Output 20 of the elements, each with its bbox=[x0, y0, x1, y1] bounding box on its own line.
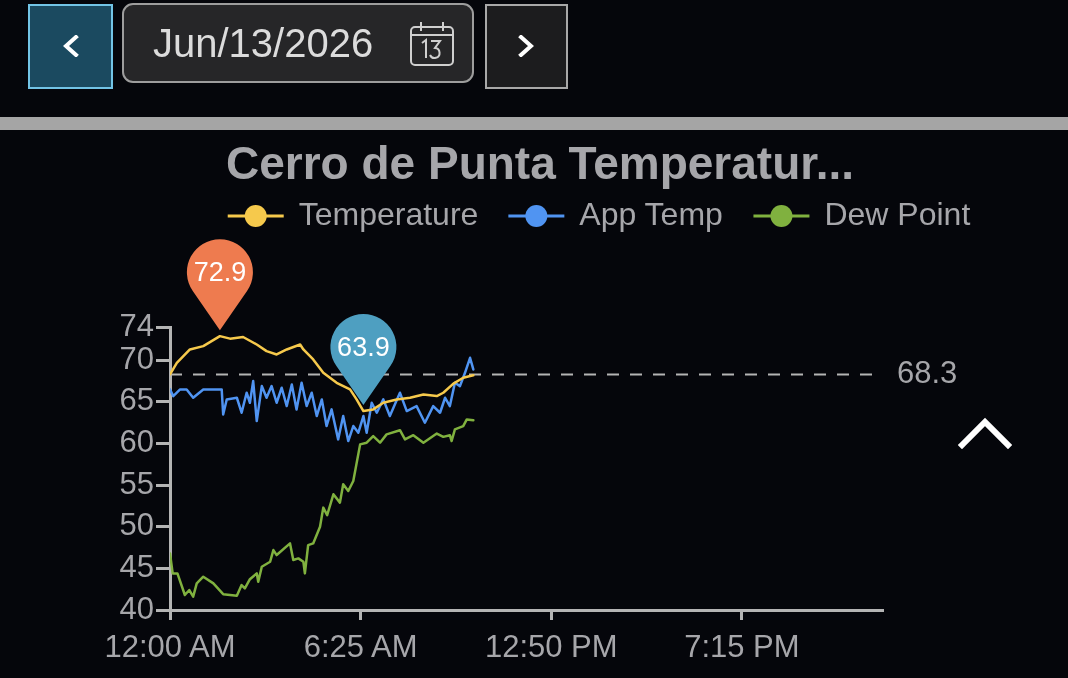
annotation: 63.9 bbox=[337, 331, 390, 362]
legend-label: App Temp bbox=[579, 195, 723, 232]
y-tick-label: 65 bbox=[119, 382, 154, 418]
y-tick-label: 40 bbox=[119, 590, 154, 626]
y-tick-label: 45 bbox=[119, 548, 154, 584]
y-tick-label: 50 bbox=[119, 507, 154, 543]
legend-label: Dew Point bbox=[824, 195, 971, 232]
x-tick-label: 12:50 PM bbox=[484, 629, 618, 665]
y-tick-label: 74 bbox=[119, 307, 154, 343]
ref-line-label: 68.3 bbox=[897, 354, 958, 390]
y-tick-label: 55 bbox=[119, 465, 154, 501]
annotation: 72.9 bbox=[193, 256, 247, 287]
x-tick-label: 7:15 PM bbox=[684, 629, 800, 665]
text: Jun/13/2026 bbox=[153, 20, 374, 67]
chart-title: Cerro de Punta Temperatur... bbox=[226, 136, 854, 189]
x-tick-label: 12:00 AM bbox=[104, 629, 236, 665]
x-tick-label: 6:25 AM bbox=[303, 629, 418, 665]
y-tick-label: 70 bbox=[119, 340, 154, 376]
legend-label: Temperature bbox=[298, 195, 479, 232]
y-tick-label: 60 bbox=[119, 424, 154, 460]
